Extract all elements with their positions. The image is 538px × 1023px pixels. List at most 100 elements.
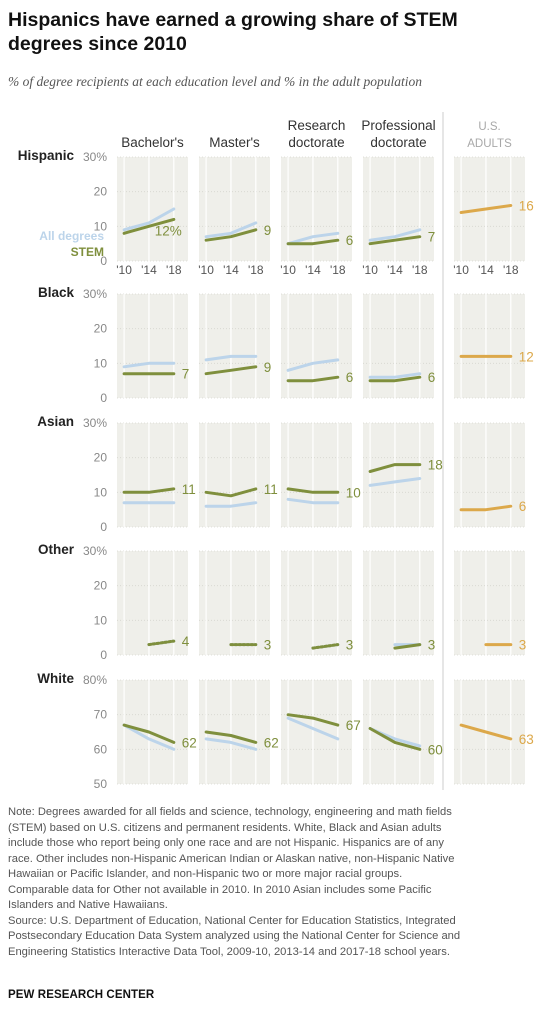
x-tick-label: '14 [305,263,321,277]
data-label: 3 [519,638,527,653]
all-degrees-line [286,497,340,505]
panel-background [454,294,525,398]
data-label: 11 [182,482,196,497]
stem-line [204,487,258,498]
stem-line [122,217,176,235]
column-header: Bachelor's [121,135,184,150]
group-label: White [37,671,74,686]
data-label: 6 [346,370,354,385]
y-tick-label: 10 [94,613,108,627]
source-line: Engineering Statistics Interactive Data … [8,945,450,958]
panel-background [281,680,352,784]
x-tick-label: '18 [503,263,519,277]
data-label: 11 [264,482,278,497]
panel-background [199,157,270,261]
stem-line [368,375,422,383]
legend-all-degrees: All degrees [39,229,104,243]
x-tick-label: '10 [198,263,214,277]
source-line: Postsecondary Education Data System anal… [8,930,461,942]
column-header: Master's [209,135,260,150]
panel-background [281,551,352,655]
y-tick-label: 20 [94,185,108,199]
panel-background [117,423,188,527]
panel-background [117,157,188,261]
panel-background [363,551,434,655]
data-label: 67 [346,718,361,733]
group-label: Other [38,542,75,557]
x-tick-label: '10 [280,263,296,277]
data-label: 3 [428,638,436,653]
note-line: Hawaiian or Pacific Islander, and non-Hi… [8,868,403,880]
data-label: 18 [428,458,443,473]
note-line: race. Other includes non-Hispanic Americ… [8,852,455,865]
note-line: Comparable data for Other not available … [8,883,432,896]
data-label: 10 [346,485,361,500]
panel-background [281,157,352,261]
data-label: 4 [182,634,190,649]
y-tick-label: 10 [94,219,108,233]
x-tick-label: '18 [248,263,264,277]
group-label: Hispanic [18,148,75,163]
x-tick-label: '10 [116,263,132,277]
all-degrees-line [368,228,422,242]
data-label: 9 [264,360,272,375]
data-label: 9 [264,223,272,238]
data-label: 6 [428,370,436,385]
data-label: 62 [264,735,279,750]
x-tick-label: '10 [362,263,378,277]
legend-stem: STEM [71,245,104,259]
panel-background [281,423,352,527]
column-header: Professional [361,118,435,133]
x-tick-label: '18 [330,263,346,277]
x-tick-label: '14 [387,263,403,277]
column-header: doctorate [370,135,426,150]
all-degrees-line [204,354,258,362]
y-tick-label: 50 [94,777,108,791]
panel-background [363,157,434,261]
column-header: U.S. [478,121,500,133]
stem-line [393,643,422,650]
x-tick-label: '14 [223,263,239,277]
panel-background [281,294,352,398]
data-label: 6 [519,499,527,514]
stem-line [286,238,340,246]
all-degrees-line [368,372,422,379]
panel-background [117,294,188,398]
footnote: Note: Degrees awarded for all fields and… [8,805,533,960]
all-degrees-line [286,358,340,372]
stem-line [204,365,258,376]
y-tick-label: 0 [100,648,107,662]
stem-line [368,463,422,473]
y-tick-label: 0 [100,391,107,405]
data-label: 12% [155,223,182,238]
all-degrees-line [286,716,340,741]
chart-subtitle: % of degree recipients at each education… [8,74,423,89]
y-tick-label: 0 [100,254,107,268]
group-label: Black [38,285,75,300]
panel-background [199,294,270,398]
x-tick-label: '18 [166,263,182,277]
data-label: 63 [519,732,534,747]
x-tick-label: '18 [412,263,428,277]
y-tick-label: 20 [94,322,108,336]
data-label: 3 [346,638,354,653]
y-tick-label: 30% [83,544,107,558]
all-degrees-line [204,221,258,239]
y-tick-label: 30% [83,287,107,301]
data-label: 12 [519,349,534,364]
all-degrees-line [286,231,340,246]
panel-background [363,294,434,398]
data-label: 7 [428,230,436,245]
data-label: 7 [182,367,190,382]
y-tick-label: 70 [94,708,108,722]
column-header: doctorate [288,135,344,150]
stem-line [368,235,422,246]
us-adults-line [459,723,513,741]
all-degrees-line [122,361,176,369]
y-tick-label: 10 [94,485,108,499]
data-label: 62 [182,735,197,750]
panel-background [117,551,188,655]
stem-line [286,487,340,494]
group-label: Asian [37,414,74,429]
source-line: Source: U.S. Department of Education, Na… [8,914,456,927]
